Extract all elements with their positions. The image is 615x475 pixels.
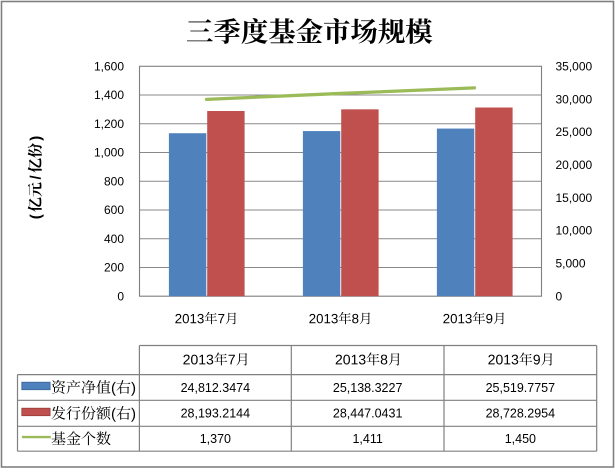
svg-text:1,411: 1,411 [352, 432, 382, 446]
svg-text:25,519.7757: 25,519.7757 [486, 381, 556, 395]
svg-text:30,000: 30,000 [556, 92, 593, 106]
svg-text:200: 200 [104, 261, 124, 275]
svg-text:1,000: 1,000 [94, 146, 124, 160]
svg-text:28,728.2954: 28,728.2954 [486, 407, 556, 421]
svg-text:0: 0 [117, 289, 124, 303]
svg-text:25,138.3227: 25,138.3227 [333, 381, 403, 395]
svg-text:5,000: 5,000 [556, 257, 586, 271]
svg-text:1,400: 1,400 [94, 88, 124, 102]
svg-text:1,600: 1,600 [94, 60, 124, 74]
svg-text:20,000: 20,000 [556, 158, 593, 172]
svg-text:35,000: 35,000 [556, 60, 593, 74]
svg-text:1,200: 1,200 [94, 117, 124, 131]
svg-text:1,450: 1,450 [505, 432, 536, 446]
svg-text:28,193.2144: 28,193.2144 [181, 407, 251, 421]
svg-text:15,000: 15,000 [556, 191, 593, 205]
svg-text:600: 600 [104, 203, 124, 217]
svg-text:10,000: 10,000 [556, 224, 593, 238]
svg-text:28,447.0431: 28,447.0431 [333, 407, 403, 421]
svg-text:25,000: 25,000 [556, 125, 593, 139]
svg-text:0: 0 [556, 289, 563, 303]
svg-text:400: 400 [104, 232, 124, 246]
svg-text:1,370: 1,370 [200, 432, 231, 446]
svg-text:800: 800 [104, 174, 124, 188]
svg-text:24,812.3474: 24,812.3474 [181, 381, 251, 395]
